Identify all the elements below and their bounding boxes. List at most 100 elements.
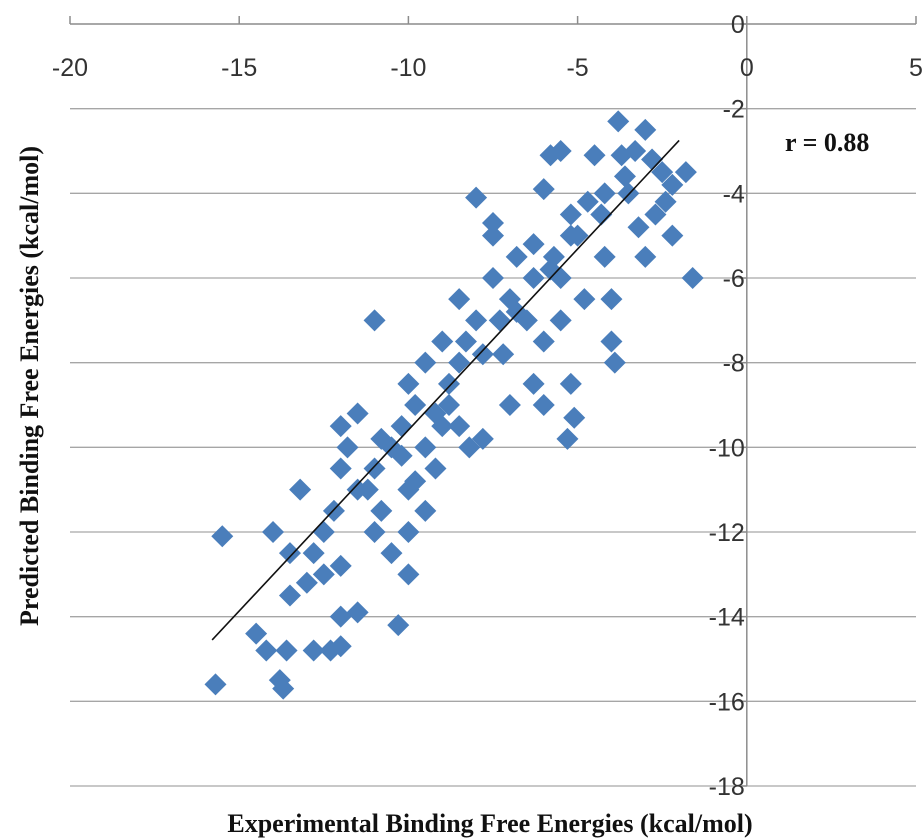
data-point [329,554,352,577]
data-point [522,233,545,256]
data-point [654,190,677,213]
y-axis-title: Predicted Binding Free Energies (kcal/mo… [15,146,44,626]
data-point [492,343,515,366]
data-point [590,203,613,226]
x-axis-title: Experimental Binding Free Energies (kcal… [227,809,752,838]
data-point [613,165,636,188]
data-point [522,267,545,289]
data-point [295,571,318,594]
gridlines [70,108,916,787]
data-point [329,415,352,438]
data-point [634,245,657,268]
data-point [397,372,420,395]
data-point [255,639,278,662]
data-point [454,330,477,353]
x-axis-line [69,16,917,25]
data-point [363,521,386,543]
data-point [556,427,579,450]
data-point [651,161,674,184]
data-point [278,542,301,565]
data-point [627,216,650,239]
data-point [397,521,420,543]
data-point [245,622,268,645]
data-point [624,140,647,162]
trendline [211,139,680,641]
data-point [674,161,697,184]
data-point [522,372,545,395]
data-points [204,110,704,700]
data-point [532,394,555,416]
data-point [559,203,582,226]
data-point [576,190,599,213]
data-point [397,563,420,586]
data-point [302,542,325,565]
data-point [448,288,471,311]
data-point [414,351,437,374]
x-tick-label: 0 [740,54,754,82]
data-point [505,245,528,268]
data-point [498,394,521,416]
data-point [549,309,572,332]
data-point [593,245,616,268]
data-point [346,402,369,425]
data-point [329,635,352,658]
data-point [312,563,335,586]
data-point [414,436,437,459]
data-point [387,614,410,637]
data-point [431,330,454,353]
data-point [593,182,616,205]
data-point [559,372,582,395]
y-tick-label: -6 [723,265,745,293]
data-point [312,521,335,543]
data-point [329,457,352,480]
data-point [549,140,572,162]
data-point [563,406,586,429]
data-point [681,267,704,289]
data-point [438,394,461,416]
data-point [603,351,626,374]
data-point [278,584,301,607]
data-point [211,525,234,548]
y-tick-label: -2 [723,96,745,124]
data-point [661,173,684,196]
data-point [600,330,623,353]
data-point [505,300,528,323]
data-point [607,110,630,133]
data-point [573,288,596,311]
x-tick-label: -10 [390,54,426,82]
data-point [471,343,494,366]
data-point [262,521,285,543]
y-tick-label: -16 [709,688,745,716]
data-point [465,186,488,209]
data-point [414,499,437,522]
data-point [404,394,427,416]
data-point [370,499,393,522]
correlation-annotation: r = 0.88 [785,128,869,157]
y-tick-labels: 0 -2 -4 -6 -8 -10 -12 -14 -16 -18 [709,11,745,801]
y-tick-label: -10 [709,434,745,462]
data-point [641,148,664,171]
data-point [424,457,447,480]
x-tick-label: -20 [52,54,88,82]
data-point [482,267,504,289]
data-point [289,478,312,501]
data-point [532,178,555,201]
data-point [272,677,295,700]
y-tick-label: -18 [709,773,745,801]
data-point [390,415,413,438]
data-point [336,436,359,459]
data-point [302,639,325,662]
data-point [448,351,471,374]
data-point [346,601,369,624]
y-axis-line [739,23,748,787]
x-tick-label: -5 [566,54,588,82]
data-point [458,436,481,459]
data-point [539,258,562,281]
data-point [600,288,623,311]
data-point [482,211,504,234]
y-tick-label: 0 [731,11,745,39]
data-point [363,457,386,480]
data-point [438,372,461,395]
data-point [370,427,393,450]
